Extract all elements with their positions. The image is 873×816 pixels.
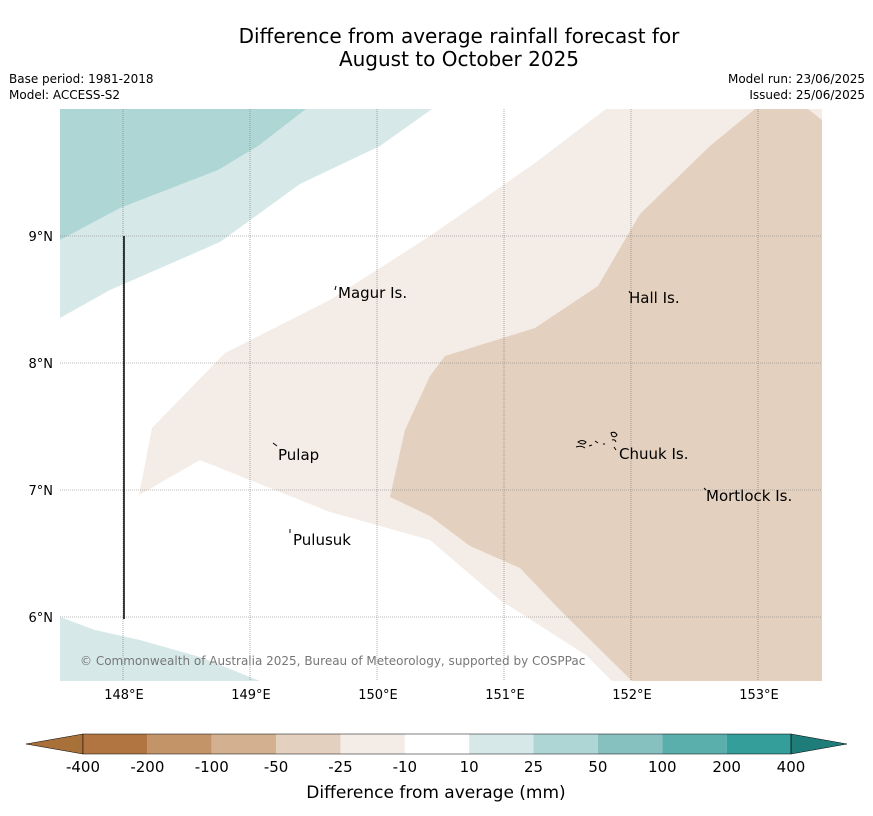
colorbar-title: Difference from average (mm): [306, 783, 565, 803]
lat-tick-label: 9°N: [29, 230, 54, 245]
magur-island-shape: [334, 285, 337, 291]
model-run-text: Model run: 23/06/2025: [727, 72, 865, 86]
lat-tick-label: 8°N: [29, 357, 54, 372]
colorbar-extend-low: [25, 733, 84, 755]
issued-text: Issued: 25/06/2025: [749, 88, 865, 102]
colorbar-tick-label: 50: [588, 758, 607, 776]
latitude-labels: 9°N 8°N 7°N 6°N: [29, 230, 54, 626]
colorbar-segment: [533, 734, 598, 754]
colorbar-tick-label: 25: [524, 758, 543, 776]
map-plot: Magur Is. Hall Is. Pulap Chuuk Is. Pulus…: [60, 109, 822, 681]
island-outlines: [272, 285, 707, 533]
lat-tick-label: 6°N: [29, 611, 54, 626]
colorbar-tick-label: -50: [264, 758, 289, 776]
base-period-text: Base period: 1981-2018: [9, 72, 154, 86]
colorbar-tick-label: -200: [130, 758, 164, 776]
hall-island-shape: [628, 290, 631, 294]
lon-tick-label: 153°E: [739, 688, 779, 703]
colorbar-segment: [340, 734, 405, 754]
colorbar-segment: [662, 734, 727, 754]
colorbar-tick-label: -100: [195, 758, 229, 776]
map-title-line-2: August to October 2025: [338, 47, 580, 71]
contour-dry-edge: [808, 109, 822, 120]
lon-tick-label: 152°E: [612, 688, 652, 703]
colorbar-extend-high: [790, 733, 848, 755]
colorbar-segment: [83, 734, 148, 754]
place-label-pulap: Pulap: [278, 446, 319, 464]
contour-dry-25-50: [390, 109, 822, 681]
lon-tick-label: 151°E: [485, 688, 525, 703]
graticule: [60, 109, 822, 681]
lon-tick-label: 149°E: [231, 688, 271, 703]
colorbar-labels: -400 -200 -100 -50 -25 -10 10 25 50 100 200 400: [66, 758, 805, 776]
colorbar-tick-label: -400: [66, 758, 100, 776]
colorbar: [25, 733, 848, 755]
colorbar-tick-label: 200: [712, 758, 741, 776]
place-label-hall: Hall Is.: [629, 289, 680, 307]
model-text: Model: ACCESS-S2: [9, 88, 121, 102]
place-label-magur: Magur Is.: [338, 284, 407, 302]
contour-wet-25-50: [60, 109, 306, 240]
lon-tick-label: 148°E: [104, 688, 144, 703]
map-title-line-1: Difference from average rainfall forecas…: [238, 24, 680, 48]
mortlock-island-shape: [703, 487, 707, 491]
meta-right: Model run: 23/06/2025 Issued: 25/06/2025: [728, 71, 865, 103]
colorbar-tick-label: -10: [393, 758, 418, 776]
place-label-chuuk: Chuuk Is.: [619, 445, 688, 463]
lat-tick-label: 7°N: [29, 484, 54, 499]
place-label-mortlock: Mortlock Is.: [706, 487, 792, 505]
contour-wet-bottom: [60, 617, 260, 681]
colorbar-segment: [211, 734, 277, 754]
place-label-pulusuk: Pulusuk: [293, 531, 351, 549]
lon-tick-label: 150°E: [358, 688, 398, 703]
colorbar-tick-label: -25: [328, 758, 353, 776]
colorbar-segment: [469, 734, 534, 754]
chuuk-island-shapes: [575, 431, 618, 451]
colorbar-segment: [276, 734, 341, 754]
colorbar-tick-label: 400: [777, 758, 806, 776]
colorbar-segment: [597, 734, 663, 754]
colorbar-tick-label: 10: [460, 758, 479, 776]
copyright-credit: © Commonwealth of Australia 2025, Bureau…: [80, 654, 585, 668]
colorbar-segment: [147, 734, 212, 754]
colorbar-segment: [404, 734, 470, 754]
colorbar-outline: [82, 733, 792, 755]
colorbar-tick-label: 100: [648, 758, 677, 776]
meta-left: Base period: 1981-2018 Model: ACCESS-S2: [9, 71, 154, 103]
pulap-island-shape: [272, 442, 278, 447]
longitude-labels: 148°E 149°E 150°E 151°E 152°E 153°E: [104, 688, 779, 703]
colorbar-segment: [726, 734, 791, 754]
